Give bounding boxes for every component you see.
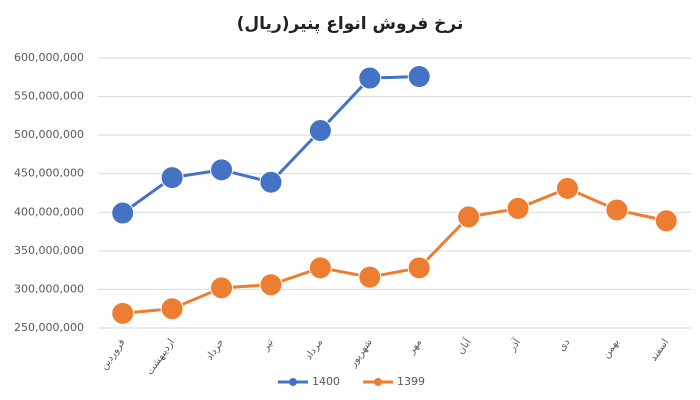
x-tick-label: مهر (406, 337, 424, 357)
point (259, 273, 283, 297)
point (308, 256, 332, 280)
y-tick-label: 550,000,000 (14, 90, 84, 103)
legend-label: 1399 (397, 375, 425, 388)
x-tick-label: آبان (454, 335, 474, 357)
x-tick-label: آذر (505, 335, 524, 354)
y-tick-label: 600,000,000 (14, 51, 84, 64)
point (407, 256, 431, 280)
y-tick-label: 350,000,000 (14, 244, 84, 257)
point (605, 198, 629, 222)
point (210, 276, 234, 300)
x-tick-label: تیر (260, 337, 276, 354)
legend-marker (374, 378, 382, 386)
point (506, 196, 530, 220)
point (555, 176, 579, 200)
y-tick-label: 400,000,000 (14, 205, 84, 218)
chart-title: نرخ فروش انواع پنیر(ریال) (237, 14, 464, 34)
x-tick-label: دی (556, 337, 572, 353)
x-tick-label: مرداد (303, 337, 325, 362)
point (210, 158, 234, 182)
y-tick-label: 300,000,000 (14, 282, 84, 295)
point (111, 201, 135, 225)
point (407, 65, 431, 89)
legend-label: 1400 (312, 375, 340, 388)
point (654, 209, 678, 233)
point (160, 166, 184, 190)
y-tick-label: 500,000,000 (14, 128, 84, 141)
point (259, 170, 283, 194)
x-tick-label: خرداد (204, 337, 226, 362)
x-tick-label: فروردین (99, 337, 128, 372)
x-tick-label: اردیبهشت (144, 337, 177, 377)
legend-marker (289, 378, 297, 386)
point (111, 301, 135, 325)
y-tick-label: 450,000,000 (14, 167, 84, 180)
x-tick-label: اسفند (648, 337, 671, 363)
point (160, 297, 184, 321)
point (358, 66, 382, 90)
point (308, 119, 332, 143)
y-tick-label: 250,000,000 (14, 321, 84, 334)
x-tick-label: بهمن (601, 337, 622, 360)
point (457, 205, 481, 229)
point (358, 265, 382, 289)
x-tick-label: شهریور (347, 337, 375, 370)
